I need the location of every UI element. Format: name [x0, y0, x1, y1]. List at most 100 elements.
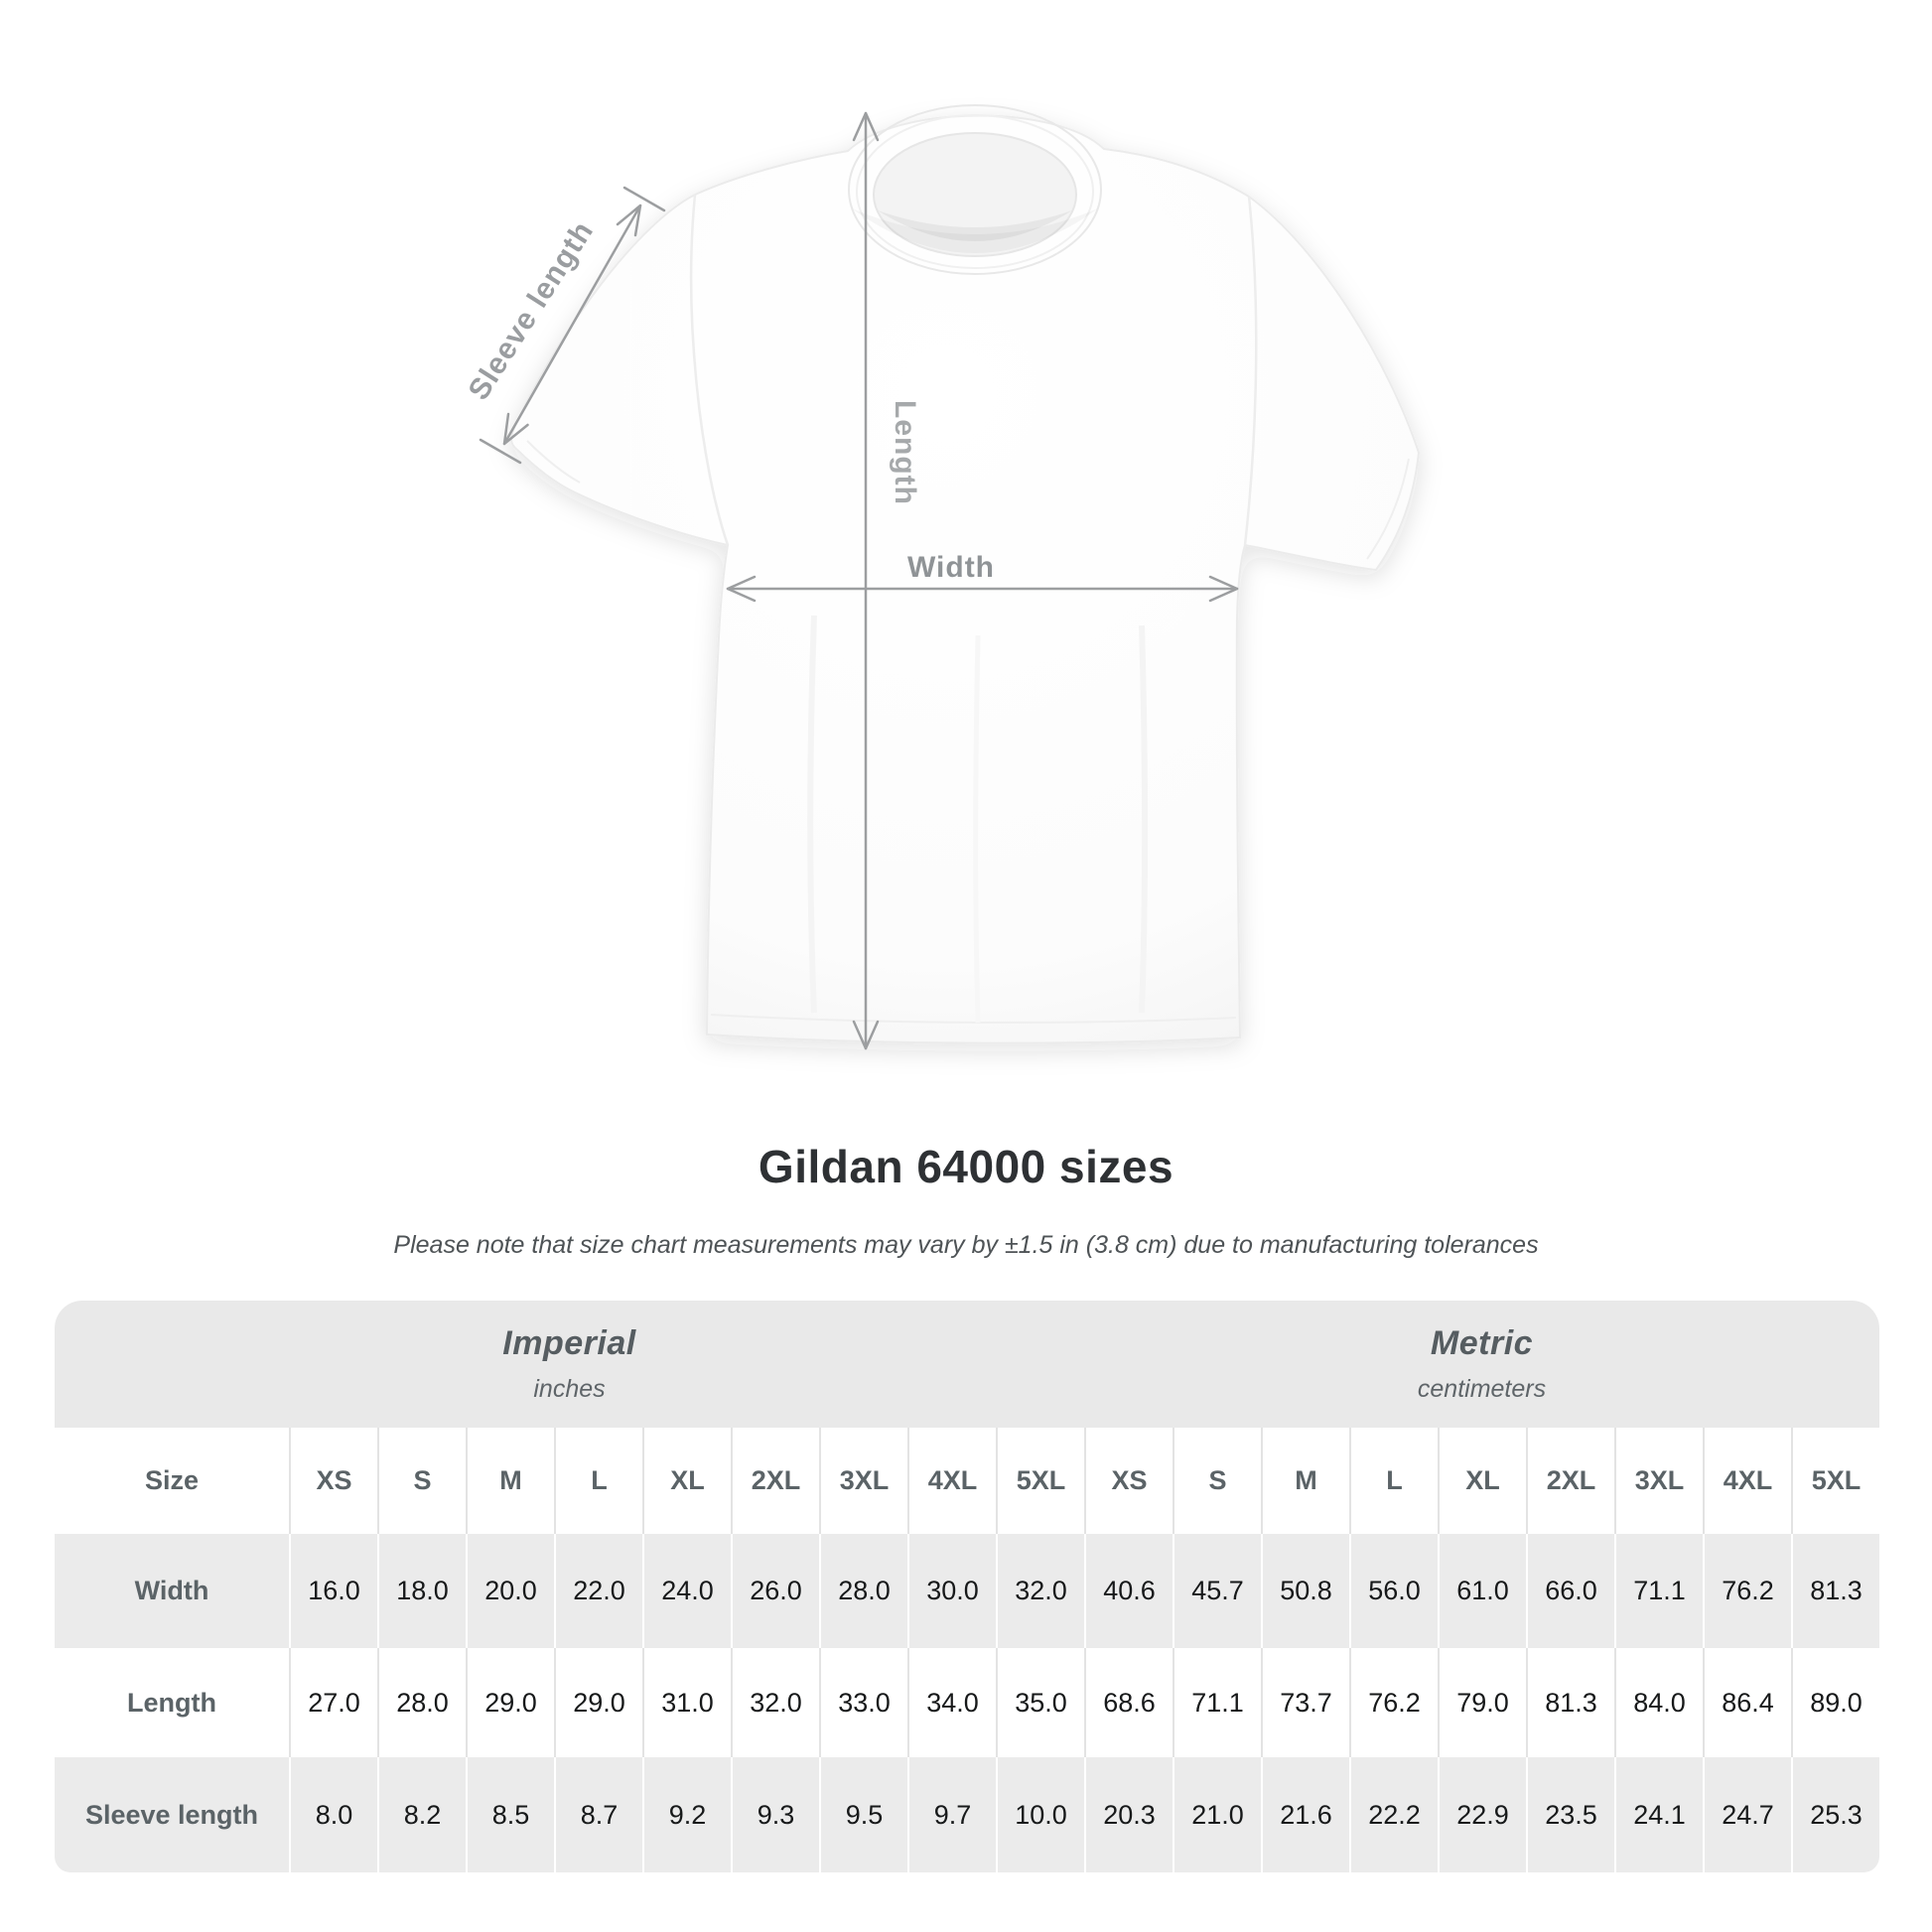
sleeve-arrowhead-top — [616, 204, 642, 237]
value-cell: 9.5 — [819, 1757, 907, 1872]
sleeve-arrowhead-bottom — [502, 412, 529, 446]
sleeve-end-tick-top — [622, 186, 666, 212]
length-arrowhead-top — [852, 111, 880, 142]
collar-rib-seam — [856, 114, 1094, 269]
value-cell: 35.0 — [996, 1648, 1084, 1757]
value-cell: 34.0 — [907, 1648, 996, 1757]
value-cell: 28.0 — [377, 1648, 466, 1757]
value-cell: 32.0 — [731, 1648, 819, 1757]
value-cell: 45.7 — [1173, 1534, 1261, 1648]
value-cell: 22.2 — [1349, 1757, 1438, 1872]
right-sleeve-hem-stitch — [1366, 458, 1410, 560]
size-header-cell: 3XL — [819, 1428, 907, 1534]
value-cell: 81.3 — [1526, 1648, 1614, 1757]
value-cell: 66.0 — [1526, 1534, 1614, 1648]
size-table-grid: Size XS S M L XL 2XL 3XL 4XL 5XL XS S M L XL 2XL 3XL 4XL 5… — [55, 1428, 1879, 1872]
value-cell: 84.0 — [1614, 1648, 1703, 1757]
value-cell: 33.0 — [819, 1648, 907, 1757]
unit-header-metric: Metric centimeters — [1084, 1301, 1879, 1428]
value-cell: 24.0 — [642, 1534, 731, 1648]
metric-label: Metric — [1430, 1324, 1534, 1362]
value-cell: 29.0 — [466, 1648, 554, 1757]
value-cell: 23.5 — [1526, 1757, 1614, 1872]
value-cell: 9.2 — [642, 1757, 731, 1872]
size-header-cell: L — [554, 1428, 642, 1534]
value-cell: 56.0 — [1349, 1534, 1438, 1648]
size-header-cell: 3XL — [1614, 1428, 1703, 1534]
value-cell: 27.0 — [289, 1648, 377, 1757]
size-header-cell: M — [466, 1428, 554, 1534]
value-cell: 79.0 — [1438, 1648, 1526, 1757]
value-cell: 76.2 — [1349, 1648, 1438, 1757]
value-cell: 22.9 — [1438, 1757, 1526, 1872]
value-cell: 30.0 — [907, 1534, 996, 1648]
size-header-cell: XS — [289, 1428, 377, 1534]
measurement-row: Length 27.0 28.0 29.0 29.0 31.0 32.0 33.0 34.0 35… — [55, 1648, 1879, 1757]
value-cell: 24.1 — [1614, 1757, 1703, 1872]
tshirt-graphic — [510, 104, 1421, 1044]
width-arrowhead-left — [726, 575, 757, 603]
value-cell: 86.4 — [1703, 1648, 1791, 1757]
value-cell: 40.6 — [1084, 1534, 1173, 1648]
value-cell: 81.3 — [1791, 1534, 1879, 1648]
value-cell: 8.5 — [466, 1757, 554, 1872]
value-cell: 20.3 — [1084, 1757, 1173, 1872]
value-cell: 71.1 — [1173, 1648, 1261, 1757]
row-label: Sleeve length — [84, 1799, 259, 1830]
unit-header-imperial: Imperial inches — [55, 1301, 1084, 1428]
size-header-cell: 4XL — [907, 1428, 996, 1534]
value-cell: 32.0 — [996, 1534, 1084, 1648]
measurement-annotations — [479, 111, 1239, 1050]
sleeve-end-tick-bottom — [479, 438, 522, 465]
value-cell: 26.0 — [731, 1534, 819, 1648]
length-label: Length — [889, 400, 921, 505]
width-label: Width — [907, 551, 995, 584]
value-cell: 8.7 — [554, 1757, 642, 1872]
collar-inner-shadow — [878, 210, 1072, 241]
size-header-cell: 2XL — [1526, 1428, 1614, 1534]
size-header-cell: XS — [1084, 1428, 1173, 1534]
measurement-row: Width 16.0 18.0 20.0 22.0 24.0 26.0 28.0 30.0 32.… — [55, 1534, 1879, 1648]
measurement-row: Sleeve length 8.0 8.2 8.5 8.7 9.2 9.3 9.5 9.7 10.… — [55, 1757, 1879, 1872]
value-cell: 71.1 — [1614, 1534, 1703, 1648]
value-cell: 21.0 — [1173, 1757, 1261, 1872]
size-table: Imperial inches Metric centimeters Size X… — [55, 1301, 1879, 1872]
collar-opening — [873, 132, 1077, 257]
value-cell: 25.3 — [1791, 1757, 1879, 1872]
value-cell: 73.7 — [1261, 1648, 1349, 1757]
value-cell: 68.6 — [1084, 1648, 1173, 1757]
row-label: Width — [134, 1576, 209, 1605]
sleeve-arrow-line — [502, 204, 642, 446]
size-column-header: Size — [144, 1465, 200, 1495]
left-sleeve-hem-stitch — [526, 440, 581, 483]
value-cell: 89.0 — [1791, 1648, 1879, 1757]
length-arrowhead-bottom — [852, 1020, 880, 1050]
width-arrowhead-right — [1208, 575, 1239, 603]
fabric-fold — [807, 615, 817, 1014]
size-header-cell: 2XL — [731, 1428, 819, 1534]
value-cell: 61.0 — [1438, 1534, 1526, 1648]
value-cell: 50.8 — [1261, 1534, 1349, 1648]
value-cell: 18.0 — [377, 1534, 466, 1648]
unit-header-band: Imperial inches Metric centimeters — [55, 1301, 1879, 1428]
fabric-fold — [1139, 624, 1148, 1014]
size-header-cell: M — [1261, 1428, 1349, 1534]
right-sleeve-seam — [1243, 196, 1258, 546]
bottom-hem-stitch — [710, 1014, 1237, 1024]
left-sleeve-seam — [689, 194, 730, 546]
value-cell: 29.0 — [554, 1648, 642, 1757]
value-cell: 8.0 — [289, 1757, 377, 1872]
value-cell: 10.0 — [996, 1757, 1084, 1872]
row-label: Length — [127, 1687, 216, 1718]
size-header-cell: XL — [642, 1428, 731, 1534]
value-cell: 20.0 — [466, 1534, 554, 1648]
collar-outer-seam — [848, 104, 1102, 275]
value-cell: 8.2 — [377, 1757, 466, 1872]
metric-unit-label: centimeters — [1417, 1375, 1547, 1403]
page-subtitle: Please note that size chart measurements… — [393, 1231, 1539, 1259]
size-header-cell: S — [377, 1428, 466, 1534]
tshirt-diagram: Sleeve length Length Width — [463, 104, 1421, 1050]
size-header-cell: 5XL — [1791, 1428, 1879, 1534]
value-cell: 24.7 — [1703, 1757, 1791, 1872]
size-header-cell: 5XL — [996, 1428, 1084, 1534]
